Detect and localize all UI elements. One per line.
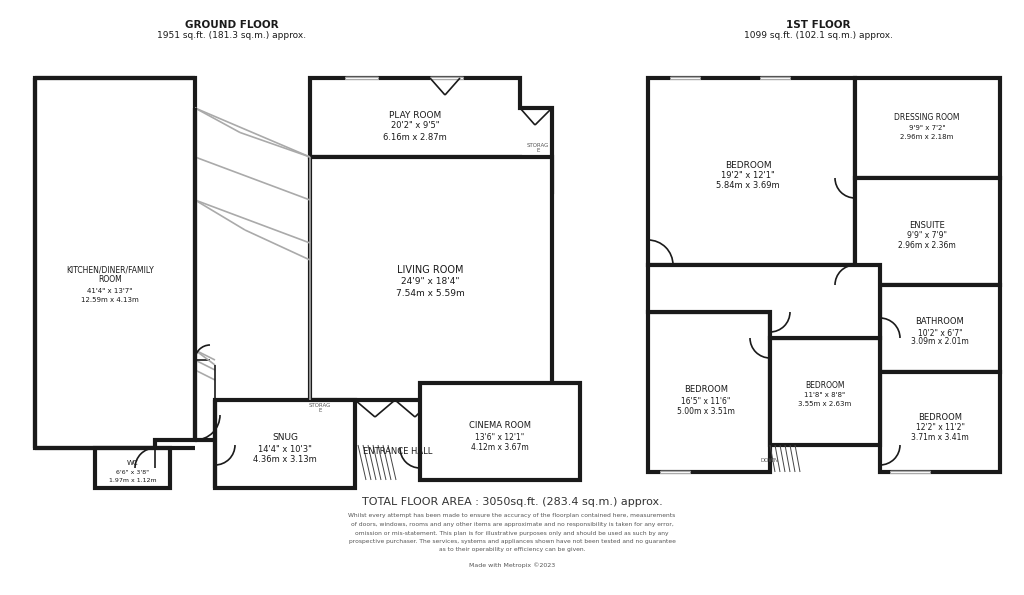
Text: 2.96m x 2.36m: 2.96m x 2.36m bbox=[898, 240, 955, 249]
Text: 16'5" x 11'6": 16'5" x 11'6" bbox=[681, 396, 731, 406]
Text: 5.84m x 3.69m: 5.84m x 3.69m bbox=[716, 181, 780, 190]
Text: DOWN: DOWN bbox=[761, 458, 779, 462]
Text: 3.55m x 2.63m: 3.55m x 2.63m bbox=[799, 401, 852, 407]
Text: BEDROOM: BEDROOM bbox=[805, 380, 845, 390]
Text: 1099 sq.ft. (102.1 sq.m.) approx.: 1099 sq.ft. (102.1 sq.m.) approx. bbox=[743, 32, 893, 40]
Polygon shape bbox=[880, 285, 1000, 372]
Text: BEDROOM: BEDROOM bbox=[684, 386, 728, 394]
Polygon shape bbox=[855, 78, 1000, 178]
Text: BEDROOM: BEDROOM bbox=[725, 161, 771, 170]
Text: STORAG
E: STORAG E bbox=[526, 143, 549, 154]
Polygon shape bbox=[880, 372, 1000, 472]
Text: ROOM: ROOM bbox=[98, 275, 122, 284]
Text: BATHROOM: BATHROOM bbox=[915, 318, 965, 327]
Text: 10'2" x 6'7": 10'2" x 6'7" bbox=[918, 328, 963, 337]
Text: STORAG
E: STORAG E bbox=[309, 403, 331, 414]
Text: 5.00m x 3.51m: 5.00m x 3.51m bbox=[677, 406, 735, 415]
Text: as to their operability or efficiency can be given.: as to their operability or efficiency ca… bbox=[438, 547, 586, 553]
Text: 4.12m x 3.67m: 4.12m x 3.67m bbox=[471, 443, 528, 452]
Text: 41'4" x 13'7": 41'4" x 13'7" bbox=[87, 288, 133, 294]
Text: KITCHEN/DINER/FAMILY: KITCHEN/DINER/FAMILY bbox=[67, 265, 154, 274]
Text: GROUND FLOOR: GROUND FLOOR bbox=[185, 20, 279, 30]
Text: Whilst every attempt has been made to ensure the accuracy of the floorplan conta: Whilst every attempt has been made to en… bbox=[348, 513, 676, 518]
Text: CINEMA ROOM: CINEMA ROOM bbox=[469, 421, 531, 431]
Text: 6.16m x 2.87m: 6.16m x 2.87m bbox=[383, 133, 446, 142]
Text: 3.09m x 2.01m: 3.09m x 2.01m bbox=[911, 337, 969, 346]
Text: TOTAL FLOOR AREA : 3050sq.ft. (283.4 sq.m.) approx.: TOTAL FLOOR AREA : 3050sq.ft. (283.4 sq.… bbox=[361, 497, 663, 507]
Polygon shape bbox=[855, 178, 1000, 285]
Text: PLAY ROOM: PLAY ROOM bbox=[389, 111, 441, 120]
Text: 1.97m x 1.12m: 1.97m x 1.12m bbox=[110, 478, 157, 483]
Text: LIVING ROOM: LIVING ROOM bbox=[396, 265, 463, 275]
Text: 1ST FLOOR: 1ST FLOOR bbox=[785, 20, 850, 30]
Text: 9'9" x 7'9": 9'9" x 7'9" bbox=[907, 231, 947, 240]
Text: 20'2" x 9'5": 20'2" x 9'5" bbox=[391, 121, 439, 130]
Text: 11'8" x 8'8": 11'8" x 8'8" bbox=[805, 392, 846, 398]
Polygon shape bbox=[648, 78, 855, 265]
Text: Made with Metropix ©2023: Made with Metropix ©2023 bbox=[469, 562, 555, 568]
Text: BEDROOM: BEDROOM bbox=[918, 412, 962, 421]
Text: 14'4" x 10'3": 14'4" x 10'3" bbox=[258, 444, 312, 453]
Polygon shape bbox=[420, 383, 580, 480]
Text: 12'2" x 11'2": 12'2" x 11'2" bbox=[915, 424, 965, 433]
Text: DRESSING ROOM: DRESSING ROOM bbox=[894, 114, 959, 123]
Text: WC: WC bbox=[127, 460, 139, 466]
Polygon shape bbox=[95, 448, 170, 488]
Text: 7.54m x 5.59m: 7.54m x 5.59m bbox=[395, 289, 464, 298]
Text: omission or mis-statement. This plan is for illustrative purposes only and shoul: omission or mis-statement. This plan is … bbox=[355, 531, 669, 536]
Polygon shape bbox=[648, 265, 880, 338]
Text: SNUG: SNUG bbox=[272, 434, 298, 443]
Text: 19'2" x 12'1": 19'2" x 12'1" bbox=[721, 171, 775, 180]
Text: 2.96m x 2.18m: 2.96m x 2.18m bbox=[900, 134, 953, 140]
Text: ENSUITE: ENSUITE bbox=[909, 221, 945, 230]
Text: 13'6" x 12'1": 13'6" x 12'1" bbox=[475, 433, 524, 441]
Text: 9'9" x 7'2": 9'9" x 7'2" bbox=[908, 125, 945, 131]
Text: ENTRANCE HALL: ENTRANCE HALL bbox=[364, 447, 433, 456]
Polygon shape bbox=[35, 78, 195, 448]
Polygon shape bbox=[648, 312, 770, 472]
Text: 24'9" x 18'4": 24'9" x 18'4" bbox=[400, 277, 459, 287]
Polygon shape bbox=[770, 338, 880, 445]
Text: 6'6" x 3'8": 6'6" x 3'8" bbox=[117, 469, 150, 474]
Text: 1951 sq.ft. (181.3 sq.m.) approx.: 1951 sq.ft. (181.3 sq.m.) approx. bbox=[158, 32, 306, 40]
Text: 3.71m x 3.41m: 3.71m x 3.41m bbox=[911, 433, 969, 441]
Text: 12.59m x 4.13m: 12.59m x 4.13m bbox=[81, 297, 139, 303]
Text: of doors, windows, rooms and any other items are approximate and no responsibili: of doors, windows, rooms and any other i… bbox=[350, 522, 674, 527]
Text: 4.36m x 3.13m: 4.36m x 3.13m bbox=[253, 455, 316, 464]
Polygon shape bbox=[310, 78, 552, 192]
Polygon shape bbox=[310, 157, 552, 400]
Polygon shape bbox=[215, 400, 355, 488]
Text: prospective purchaser. The services, systems and appliances shown have not been : prospective purchaser. The services, sys… bbox=[348, 539, 676, 544]
